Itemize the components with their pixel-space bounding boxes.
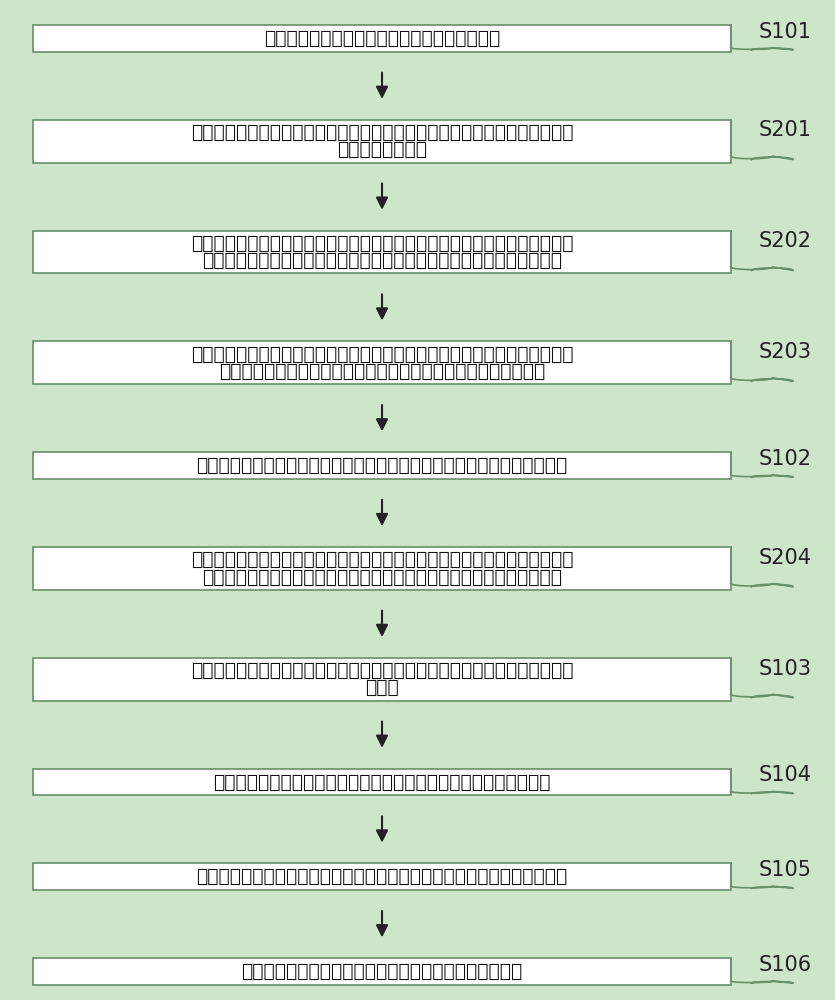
Text: 根据多组历史生长环境参数分别对应的植物生长图像，获取多组历史生长环境: 根据多组历史生长环境参数分别对应的植物生长图像，获取多组历史生长环境 — [190, 234, 574, 253]
FancyBboxPatch shape — [33, 863, 731, 890]
FancyBboxPatch shape — [33, 452, 731, 479]
Text: 参数分别对应的历史生长信息，得到植物的生长阶段的多组历史生长信息: 参数分别对应的历史生长信息，得到植物的生长阶段的多组历史生长信息 — [202, 251, 562, 270]
Text: S204: S204 — [758, 548, 812, 568]
Text: 基于植物的最佳生长环境曲线，设置植物的生长环境参数: 基于植物的最佳生长环境曲线，设置植物的生长环境参数 — [241, 962, 523, 981]
Text: S101: S101 — [758, 22, 812, 42]
Text: 获取植物的生长阶段的多组历史生长环境参数和多组历史生长环境参数分别对: 获取植物的生长阶段的多组历史生长环境参数和多组历史生长环境参数分别对 — [190, 123, 574, 142]
FancyBboxPatch shape — [33, 958, 731, 985]
Text: S201: S201 — [758, 120, 812, 140]
FancyBboxPatch shape — [33, 231, 731, 273]
Text: 根据植物每个生长阶段的最佳生长环境参数，生成植物的最佳生长环境曲线: 根据植物每个生长阶段的最佳生长环境参数，生成植物的最佳生长环境曲线 — [196, 867, 568, 886]
Text: S202: S202 — [758, 231, 812, 251]
Text: 接收预设的多个时间点对应的植物生长环境参数: 接收预设的多个时间点对应的植物生长环境参数 — [264, 29, 500, 48]
FancyBboxPatch shape — [33, 120, 731, 163]
Text: S103: S103 — [758, 659, 812, 679]
Text: S105: S105 — [758, 860, 812, 880]
Text: S102: S102 — [758, 449, 812, 469]
Text: 根据植物生长状态综合评分，确定植物生长阶段的最佳生长环境参数: 根据植物生长状态综合评分，确定植物生长阶段的最佳生长环境参数 — [213, 773, 551, 792]
Text: 将植物生长信息输入生长阶段对应的植物生长评级模型，获取植物生长状态综: 将植物生长信息输入生长阶段对应的植物生长评级模型，获取植物生长状态综 — [190, 661, 574, 680]
Text: 对植物的生长阶段的多组历史生长信息和多组历史生长信息分别对应的植物生: 对植物的生长阶段的多组历史生长信息和多组历史生长信息分别对应的植物生 — [190, 550, 574, 569]
Text: S203: S203 — [758, 342, 812, 362]
FancyBboxPatch shape — [33, 341, 731, 384]
FancyBboxPatch shape — [33, 769, 731, 795]
Text: 将植物生长环境参数输入生长阶段对应的植物生长模型，获取植物生长信息: 将植物生长环境参数输入生长阶段对应的植物生长模型，获取植物生长信息 — [196, 456, 568, 475]
Text: 长状态的专家打分进行拟合分析，得到生长阶段对应的植物生长评级模型: 长状态的专家打分进行拟合分析，得到生长阶段对应的植物生长评级模型 — [202, 568, 562, 587]
FancyBboxPatch shape — [33, 25, 731, 52]
FancyBboxPatch shape — [33, 658, 731, 701]
Text: 的历史生长信息进行拟合分析，得到生长阶段对应的植物生长模型: 的历史生长信息进行拟合分析，得到生长阶段对应的植物生长模型 — [219, 362, 545, 381]
Text: 对植物的生长阶段的多组历史生长环境参数和多组历史生长环境参数分别对应: 对植物的生长阶段的多组历史生长环境参数和多组历史生长环境参数分别对应 — [190, 345, 574, 364]
FancyBboxPatch shape — [33, 547, 731, 590]
Text: S104: S104 — [758, 765, 812, 785]
Text: 应的植物生长图像: 应的植物生长图像 — [337, 140, 427, 159]
Text: 合评分: 合评分 — [365, 678, 399, 697]
Text: S106: S106 — [758, 955, 812, 975]
